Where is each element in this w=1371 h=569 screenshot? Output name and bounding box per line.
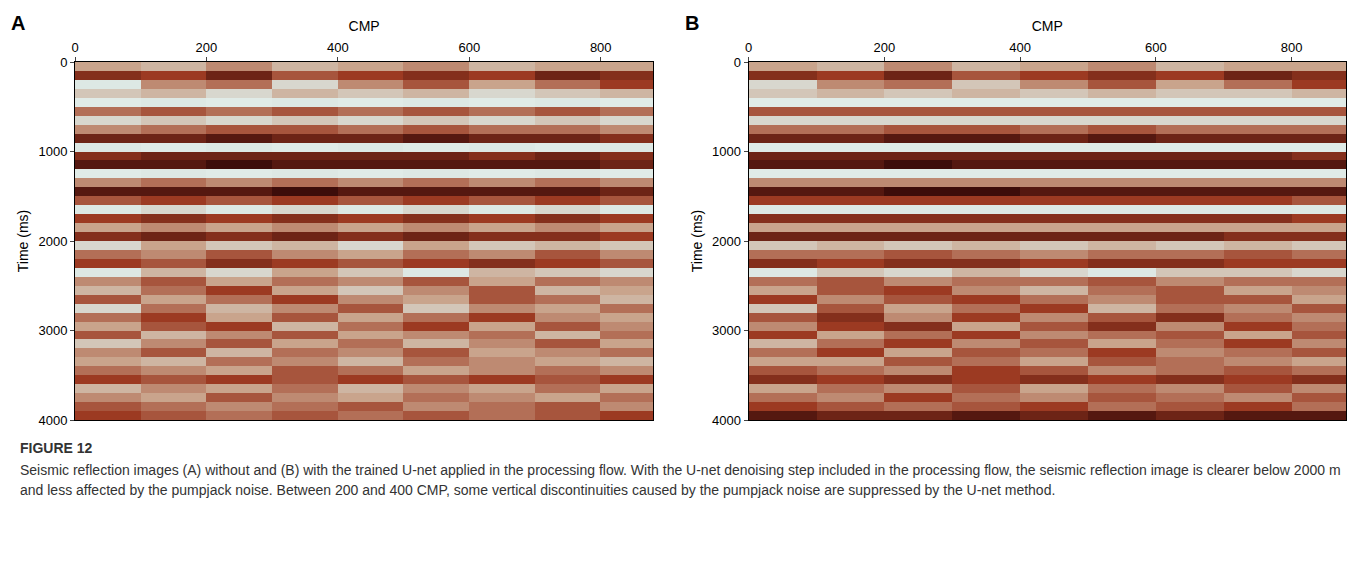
svg-text:0: 0 [60,55,67,70]
svg-text:600: 600 [1145,40,1167,55]
svg-text:1000: 1000 [712,144,741,159]
svg-text:2000: 2000 [38,234,67,249]
svg-text:CMP: CMP [1032,18,1063,34]
html-text:Seismic reflection images (A): Seismic reflection images (A) without an… [20,462,1341,498]
html-text:FIGURE 12: FIGURE 12 [20,440,93,456]
svg-text:200: 200 [874,40,896,55]
svg-text:2000: 2000 [712,234,741,249]
svg-text:1000: 1000 [38,144,67,159]
svg-text:0: 0 [734,55,741,70]
svg-text:200: 200 [196,40,218,55]
svg-text:3000: 3000 [38,323,67,338]
svg-text:800: 800 [590,40,612,55]
svg-text:A: A [11,12,25,34]
svg-text:4000: 4000 [38,413,67,428]
svg-text:0: 0 [745,40,752,55]
svg-text:3000: 3000 [712,323,741,338]
svg-text:Time (ms): Time (ms) [15,210,31,272]
svg-text:B: B [685,12,699,34]
svg-text:600: 600 [458,40,480,55]
svg-text:4000: 4000 [712,413,741,428]
svg-text:0: 0 [71,40,78,55]
svg-text:CMP: CMP [349,18,380,34]
svg-text:Time (ms): Time (ms) [689,210,705,272]
svg-text:400: 400 [1009,40,1031,55]
svg-text:800: 800 [1281,40,1303,55]
svg-text:400: 400 [327,40,349,55]
